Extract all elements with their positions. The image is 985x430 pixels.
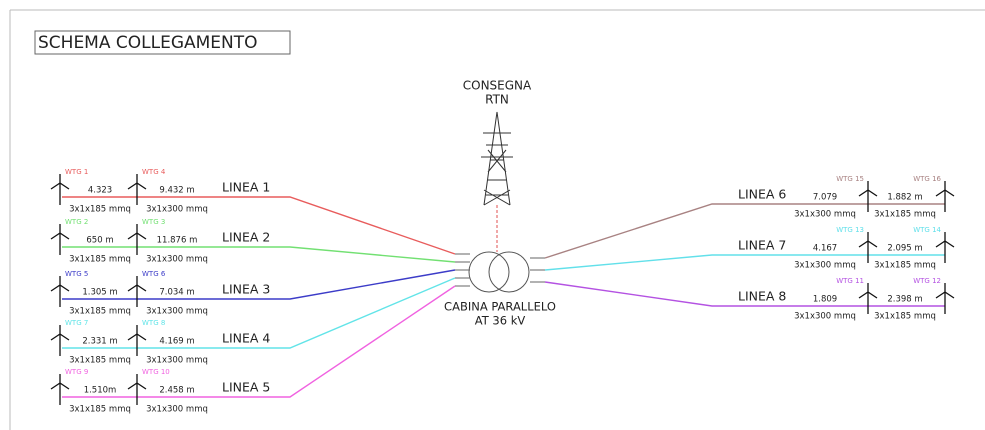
segment-cable: 3x1x185 mmq [69,307,131,317]
cabin-label: AT 36 kV [475,314,526,328]
segment-cable: 3x1x300 mmq [146,307,208,317]
turbine [127,276,147,307]
cable [544,281,945,307]
segment-cable: 3x1x185 mmq [69,356,131,366]
cable [62,285,456,398]
cable [544,254,945,271]
cable [62,196,456,255]
cable [62,246,456,263]
segment-cable: 3x1x185 mmq [874,210,936,220]
segment-cable: 3x1x185 mmq [874,312,936,322]
segment-length: 2.331 m [82,337,117,347]
segment-length: 1.305 m [82,288,117,298]
segment-cable: 3x1x300 mmq [146,205,208,215]
segment-cable: 3x1x185 mmq [69,255,131,265]
segment-length: 650 m [86,236,113,246]
segment-length: 2.458 m [159,386,194,396]
turbine [127,374,147,405]
segment-cable: 3x1x300 mmq [146,356,208,366]
turbine [858,181,878,212]
turbine-label: WTG 9 [65,368,88,376]
turbine-label: WTG 4 [142,168,166,176]
turbine-label: WTG 7 [65,319,88,327]
turbine [50,325,70,356]
turbine [858,232,878,263]
turbine-label: WTG 8 [142,319,165,327]
cabin-label: CABINA PARALLELO [444,300,556,314]
delivery-label: CONSEGNA [463,79,532,93]
segment-length: 4.169 m [159,337,194,347]
turbine-label: WTG 11 [836,277,864,285]
turbine [50,224,70,255]
turbine [935,181,955,212]
turbine [935,283,955,314]
cable [544,203,945,259]
turbine-label: WTG 14 [913,226,941,234]
title-box [34,30,291,55]
cable [62,277,456,349]
segment-length: 9.432 m [159,186,194,196]
segment-length: 4.323 [88,186,112,196]
line-name: LINEA 6 [738,187,786,202]
segment-length: 2.398 m [887,295,922,305]
turbine-label: WTG 1 [65,168,88,176]
line-name: LINEA 7 [738,238,786,253]
turbine [127,174,147,205]
segment-cable: 3x1x300 mmq [146,255,208,265]
turbine [858,283,878,314]
line-name: LINEA 4 [222,331,270,346]
transformer-coil [488,251,530,293]
pylon [481,111,513,206]
segment-cable: 3x1x185 mmq [874,261,936,271]
segment-length: 1.882 m [887,193,922,203]
turbine-label: WTG 5 [65,270,88,278]
segment-length: 7.079 [813,193,837,203]
turbine [50,374,70,405]
turbine-label: WTG 6 [142,270,166,278]
line-name: LINEA 2 [222,230,270,245]
segment-cable: 3x1x300 mmq [146,405,208,415]
turbine [935,232,955,263]
line-name: LINEA 3 [222,282,270,297]
line-name: LINEA 5 [222,380,270,395]
turbine-label: WTG 12 [913,277,941,285]
turbine-label: WTG 15 [836,175,864,183]
turbine-label: WTG 3 [142,218,165,226]
segment-length: 7.034 m [159,288,194,298]
segment-length: 1.510m [84,386,117,396]
segment-cable: 3x1x185 mmq [69,205,131,215]
segment-length: 1.809 [813,295,837,305]
segment-cable: 3x1x185 mmq [69,405,131,415]
segment-cable: 3x1x300 mmq [794,261,856,271]
turbine-label: WTG 16 [913,175,941,183]
segment-length: 2.095 m [887,244,922,254]
turbine-label: WTG 13 [836,226,864,234]
line-name: LINEA 1 [222,180,270,195]
segment-cable: 3x1x300 mmq [794,210,856,220]
turbine [127,224,147,255]
turbine [127,325,147,356]
turbine-label: WTG 2 [65,218,88,226]
cable [62,269,456,300]
line-name: LINEA 8 [738,289,786,304]
turbine-label: WTG 10 [142,368,170,376]
turbine [50,276,70,307]
transformer-coil [468,251,510,293]
title: SCHEMA COLLEGAMENTO [38,33,258,53]
delivery-label: RTN [485,93,509,107]
turbine [50,174,70,205]
segment-length: 4.167 [813,244,837,254]
segment-cable: 3x1x300 mmq [794,312,856,322]
segment-length: 11.876 m [157,236,198,246]
